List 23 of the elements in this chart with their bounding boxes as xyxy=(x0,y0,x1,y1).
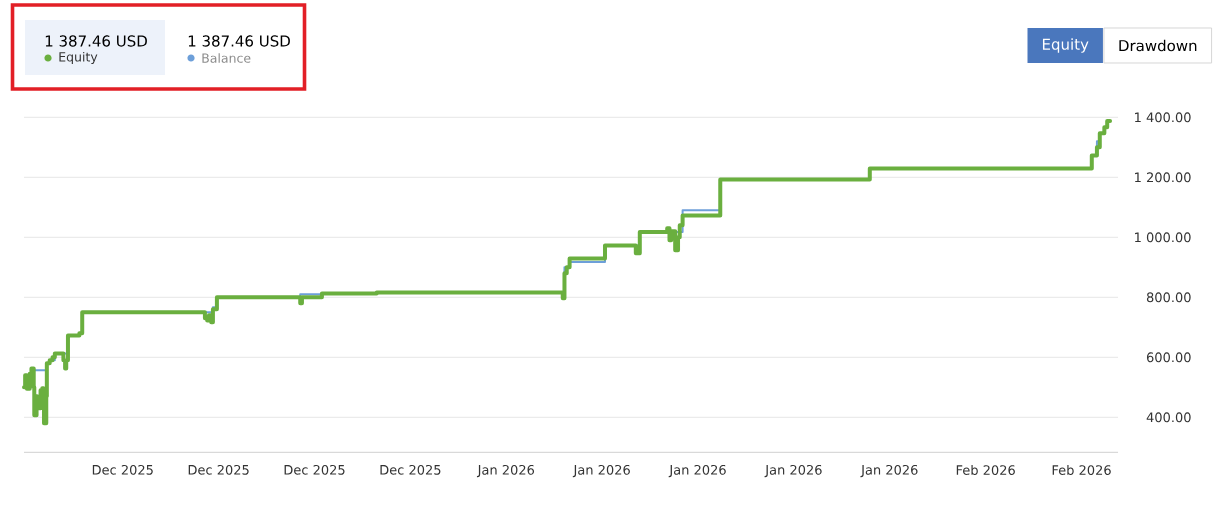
y-tick-label: 400.00 xyxy=(1146,412,1191,423)
x-tick-label: Jan 2026 xyxy=(476,464,535,478)
y-tick-label: 800.00 xyxy=(1146,292,1191,303)
x-tick-label: Jan 2026 xyxy=(764,464,822,478)
y-tick-label: 1 000.00 xyxy=(1135,232,1191,243)
legend-label: Balance xyxy=(202,53,251,63)
y-tick-label: 1 400.00 xyxy=(1135,112,1191,123)
x-tick-label: Dec 2025 xyxy=(380,464,441,475)
x-tick-label: Jan 2026 xyxy=(668,464,726,478)
text: Drawdown xyxy=(1119,39,1197,52)
x-tick-label: Jan 2026 xyxy=(860,464,918,478)
y-tick-label: 1 200.00 xyxy=(1135,172,1191,183)
x-tick-label: Dec 2025 xyxy=(284,464,345,475)
y-tick-label: 600.00 xyxy=(1146,352,1191,363)
x-tick-label: Jan 2026 xyxy=(572,464,630,478)
x-tick-label: Dec 2025 xyxy=(92,464,153,475)
x-tick-label: Feb 2026 xyxy=(1052,464,1111,475)
legend-label: Equity xyxy=(59,51,98,65)
text: 1 387.46 USD xyxy=(188,35,290,47)
text: Equity xyxy=(1042,38,1089,53)
x-tick-label: Dec 2025 xyxy=(188,464,249,475)
x-tick-label: Feb 2026 xyxy=(956,464,1015,475)
text: 1 387.46 USD xyxy=(45,35,147,47)
